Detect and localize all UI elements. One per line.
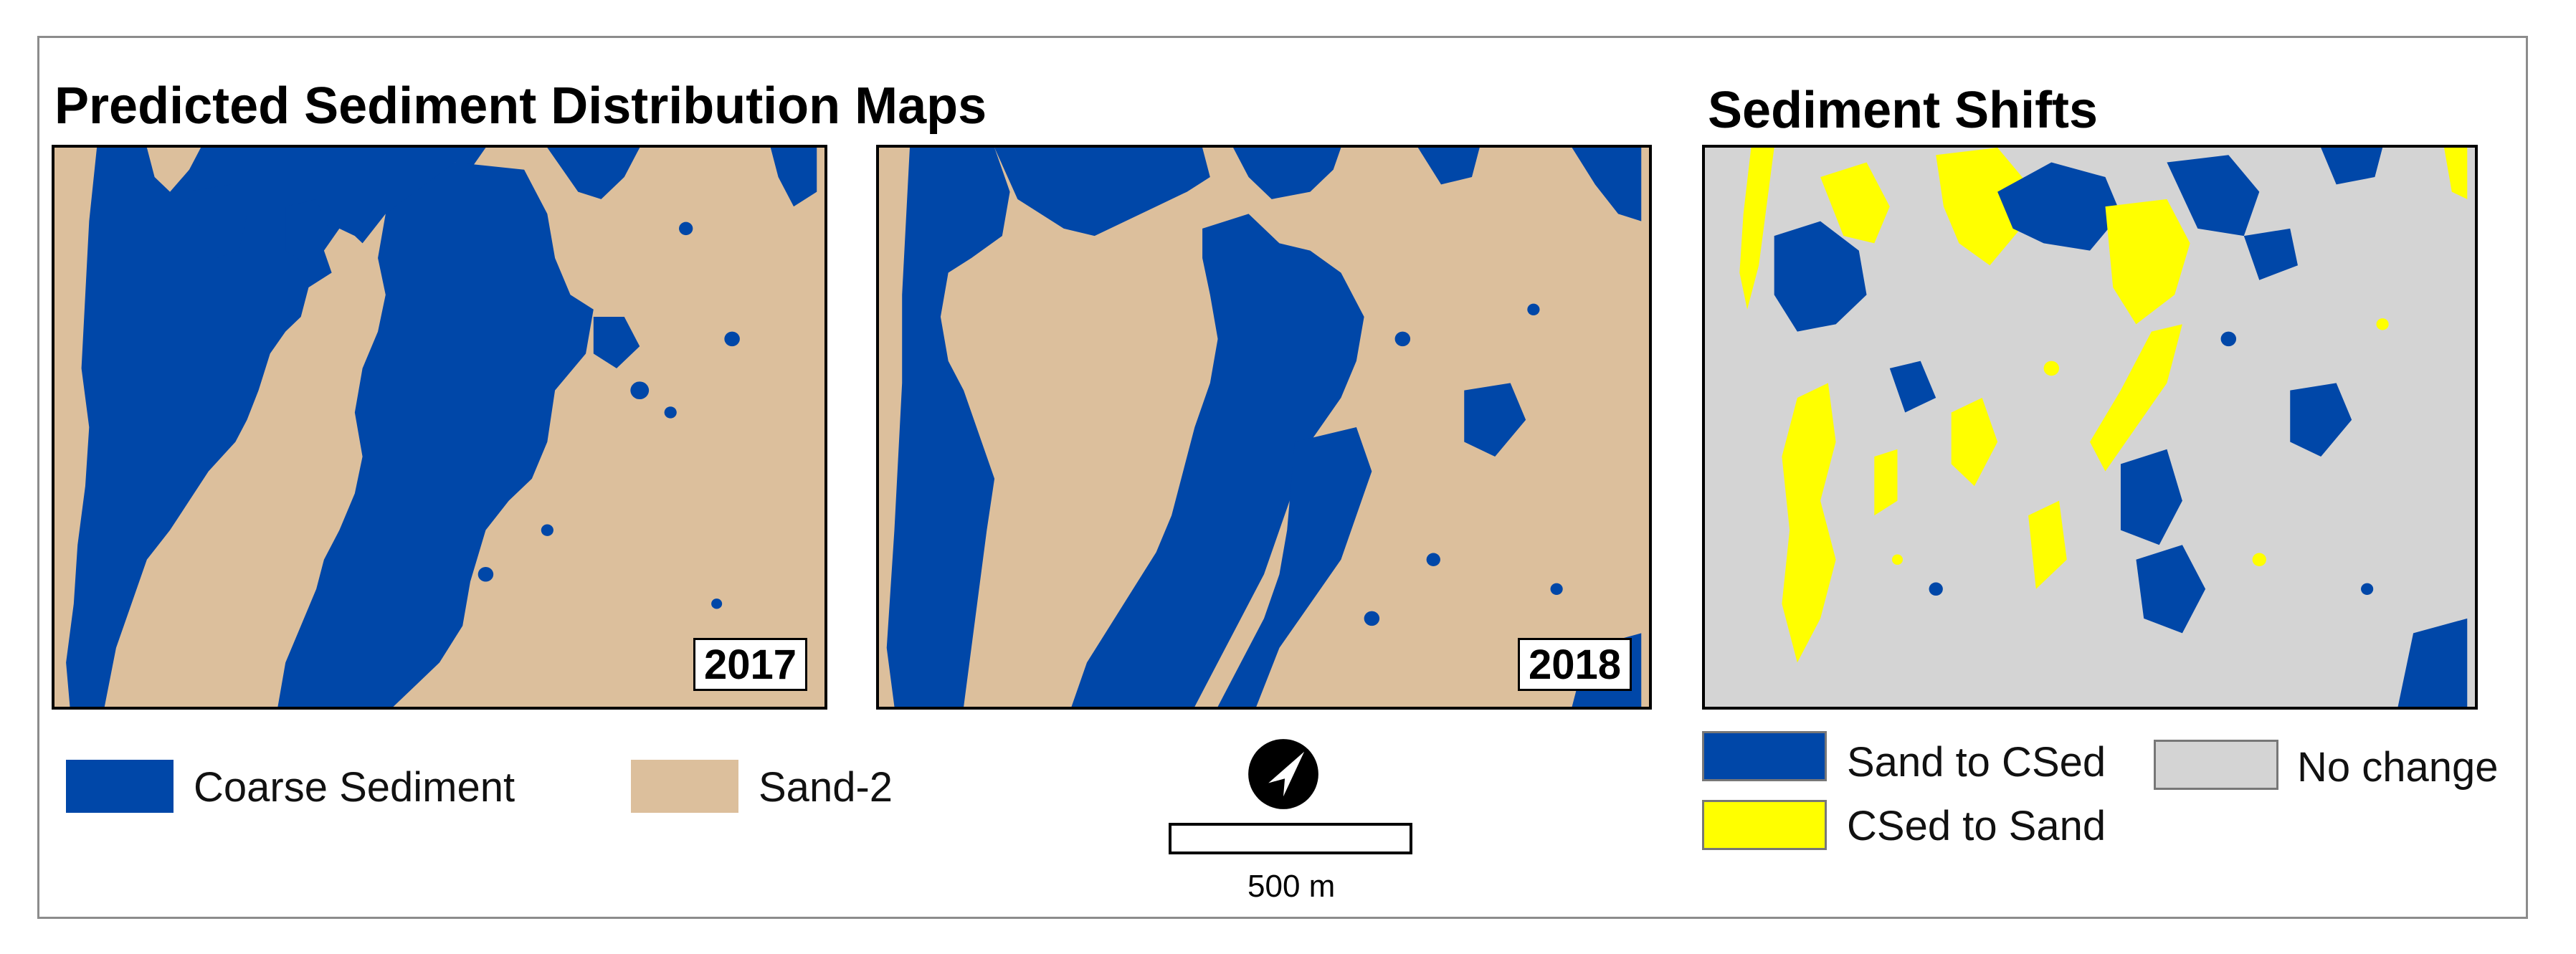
north-arrow-icon xyxy=(1248,739,1318,809)
year-label-2018: 2018 xyxy=(1517,638,1632,691)
legend-swatch-csed-to-sand xyxy=(1702,800,1827,850)
figure-frame xyxy=(37,36,2528,919)
legend-label-coarse: Coarse Sediment xyxy=(194,764,515,811)
legend-swatch-no-change xyxy=(2154,740,2278,790)
map-2017-raster xyxy=(54,148,824,707)
year-label-2017: 2017 xyxy=(693,638,807,691)
scale-bar xyxy=(1169,823,1412,854)
legend-swatch-sand xyxy=(631,760,738,813)
maps-title: Predicted Sediment Distribution Maps xyxy=(54,77,987,135)
legend-label-csed-to-sand: CSed to Sand xyxy=(1847,803,2106,849)
map-2017: 2017 xyxy=(52,145,827,710)
legend-swatch-sand-to-csed xyxy=(1702,731,1827,781)
legend-label-no-change: No change xyxy=(2297,744,2499,791)
legend-label-sand-to-csed: Sand to CSed xyxy=(1847,739,2106,786)
legend-label-sand: Sand-2 xyxy=(759,764,893,811)
shift-map xyxy=(1702,145,2478,710)
map-2018-raster xyxy=(879,148,1649,707)
legend-swatch-coarse xyxy=(66,760,174,813)
map-2018: 2018 xyxy=(876,145,1652,710)
shifts-title: Sediment Shifts xyxy=(1708,82,2099,139)
shift-map-raster xyxy=(1705,148,2475,707)
scale-label: 500 m xyxy=(1247,869,1336,904)
